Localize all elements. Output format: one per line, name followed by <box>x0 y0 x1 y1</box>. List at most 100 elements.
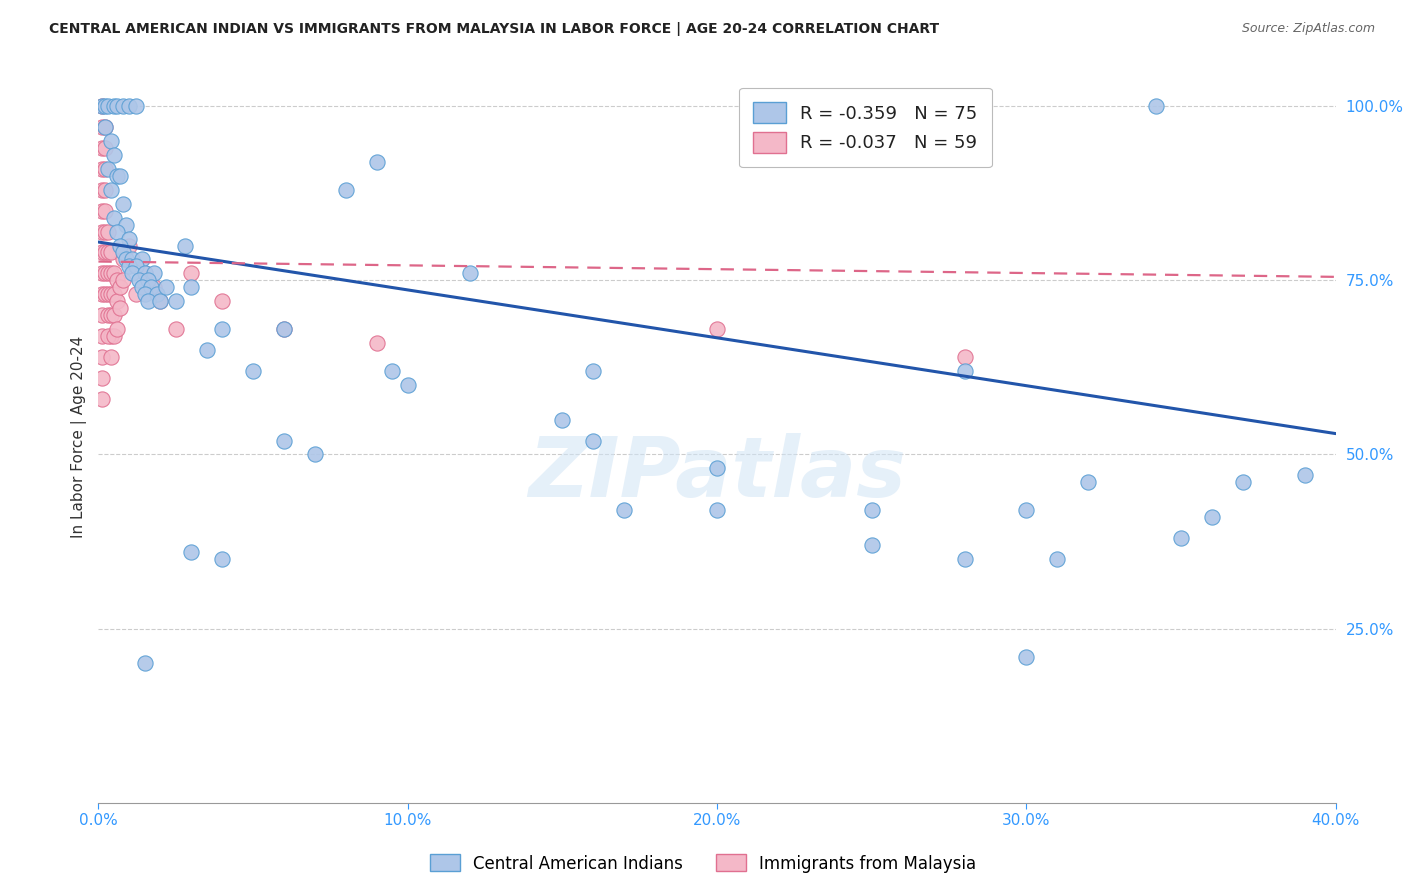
Point <box>273 322 295 336</box>
Point <box>134 657 156 671</box>
Point <box>118 238 141 252</box>
Point <box>93 245 115 260</box>
Point <box>97 308 120 322</box>
Legend: Central American Indians, Immigrants from Malaysia: Central American Indians, Immigrants fro… <box>423 847 983 880</box>
Point <box>100 350 122 364</box>
Point <box>103 308 125 322</box>
Point <box>105 99 128 113</box>
Point <box>155 280 177 294</box>
Point <box>108 238 131 252</box>
Point <box>165 294 187 309</box>
Point <box>458 266 481 280</box>
Point <box>112 99 135 113</box>
Point <box>335 183 357 197</box>
Point <box>93 99 115 113</box>
Point <box>195 343 218 357</box>
Point <box>381 364 404 378</box>
Point <box>139 280 162 294</box>
Point <box>103 329 125 343</box>
Point <box>103 287 125 301</box>
Point <box>134 287 156 301</box>
Point <box>1046 552 1069 566</box>
Point <box>112 273 135 287</box>
Point <box>108 169 131 183</box>
Point <box>860 538 883 552</box>
Point <box>90 329 112 343</box>
Point <box>100 266 122 280</box>
Point <box>100 134 122 148</box>
Point <box>90 350 112 364</box>
Point <box>180 280 202 294</box>
Point <box>108 280 131 294</box>
Point <box>136 273 159 287</box>
Point <box>100 329 122 343</box>
Point <box>90 203 112 218</box>
Point <box>90 287 112 301</box>
Point <box>211 294 233 309</box>
Point <box>1170 531 1192 545</box>
Point <box>90 161 112 176</box>
Point <box>93 120 115 134</box>
Point <box>124 260 146 274</box>
Point <box>149 294 172 309</box>
Point <box>953 552 976 566</box>
Point <box>90 99 112 113</box>
Point <box>706 322 728 336</box>
Point <box>953 364 976 378</box>
Point <box>1201 510 1223 524</box>
Point <box>100 245 122 260</box>
Point <box>97 161 120 176</box>
Point <box>953 350 976 364</box>
Point <box>860 503 883 517</box>
Legend: R = -0.359   N = 75, R = -0.037   N = 59: R = -0.359 N = 75, R = -0.037 N = 59 <box>740 87 993 168</box>
Point <box>105 273 128 287</box>
Point <box>1144 99 1167 113</box>
Point <box>97 225 120 239</box>
Text: ZIPatlas: ZIPatlas <box>529 434 905 514</box>
Point <box>706 461 728 475</box>
Point <box>112 252 135 267</box>
Point <box>118 231 141 245</box>
Point <box>93 266 115 280</box>
Point <box>134 266 156 280</box>
Point <box>174 238 197 252</box>
Point <box>273 322 295 336</box>
Point <box>90 245 112 260</box>
Point <box>143 280 166 294</box>
Point <box>90 371 112 385</box>
Point <box>143 266 166 280</box>
Text: CENTRAL AMERICAN INDIAN VS IMMIGRANTS FROM MALAYSIA IN LABOR FORCE | AGE 20-24 C: CENTRAL AMERICAN INDIAN VS IMMIGRANTS FR… <box>49 22 939 37</box>
Point <box>273 434 295 448</box>
Point <box>100 287 122 301</box>
Point <box>108 301 131 316</box>
Point <box>90 120 112 134</box>
Point <box>118 99 141 113</box>
Point <box>1294 468 1316 483</box>
Point <box>613 503 636 517</box>
Point <box>100 308 122 322</box>
Point <box>124 287 146 301</box>
Point <box>211 552 233 566</box>
Point <box>90 266 112 280</box>
Point <box>105 169 128 183</box>
Point <box>93 141 115 155</box>
Point <box>128 273 150 287</box>
Point <box>100 183 122 197</box>
Point <box>165 322 187 336</box>
Point <box>90 141 112 155</box>
Point <box>103 211 125 225</box>
Point <box>146 287 169 301</box>
Point <box>242 364 264 378</box>
Point <box>93 183 115 197</box>
Point <box>115 218 138 232</box>
Point <box>180 545 202 559</box>
Point <box>97 329 120 343</box>
Point <box>90 99 112 113</box>
Point <box>105 322 128 336</box>
Point <box>112 245 135 260</box>
Point <box>121 252 143 267</box>
Point <box>97 99 120 113</box>
Point <box>131 252 153 267</box>
Point <box>134 266 156 280</box>
Point <box>211 322 233 336</box>
